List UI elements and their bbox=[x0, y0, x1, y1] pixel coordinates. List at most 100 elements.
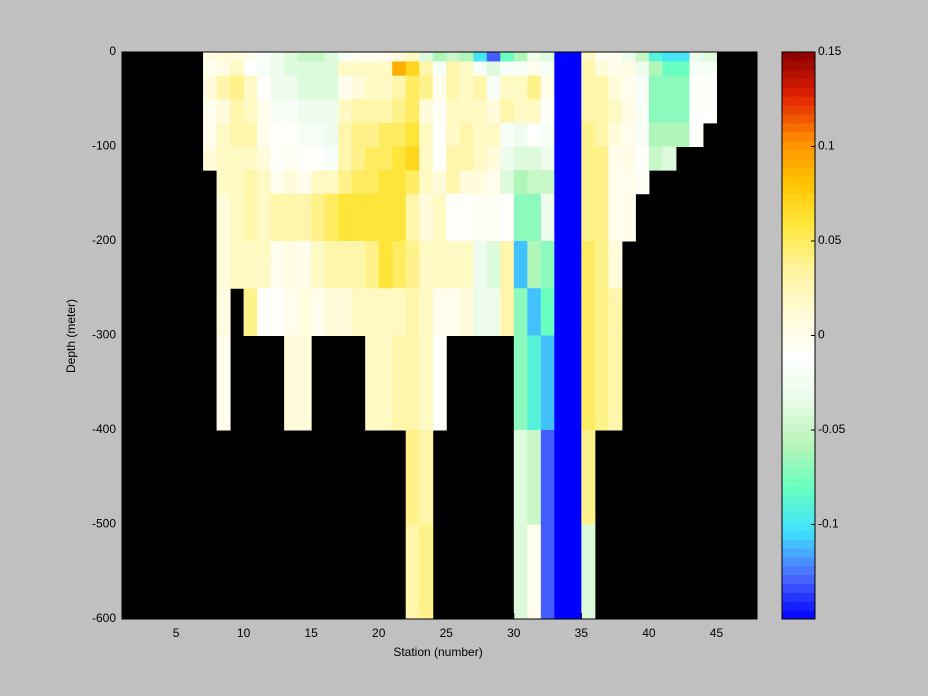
y-tick-label: 0 bbox=[109, 44, 116, 58]
heatmap-cell bbox=[500, 61, 515, 77]
heatmap-cell bbox=[378, 193, 393, 242]
heatmap-cell bbox=[338, 75, 353, 100]
heatmap-cell bbox=[581, 430, 596, 525]
heatmap-cell bbox=[216, 241, 231, 289]
colorbar-band bbox=[782, 282, 815, 292]
heatmap-cell bbox=[554, 524, 569, 620]
heatmap-cell bbox=[243, 288, 258, 336]
heatmap-cell bbox=[540, 52, 555, 62]
heatmap-cell bbox=[662, 52, 677, 62]
heatmap-cell bbox=[540, 430, 555, 525]
heatmap-cell bbox=[392, 241, 407, 289]
heatmap-cell bbox=[648, 99, 663, 124]
heatmap-cell bbox=[419, 241, 434, 289]
heatmap-cell bbox=[338, 61, 353, 77]
heatmap-cell bbox=[446, 193, 461, 242]
heatmap-cell bbox=[513, 61, 528, 77]
heatmap-cell bbox=[567, 335, 582, 431]
heatmap-cell bbox=[662, 146, 677, 171]
heatmap-cell bbox=[608, 75, 623, 100]
y-tick-label: -300 bbox=[92, 328, 116, 342]
heatmap-cell bbox=[270, 288, 285, 336]
heatmap-cell bbox=[284, 288, 299, 336]
heatmap-cell bbox=[459, 75, 474, 100]
heatmap-cell bbox=[500, 122, 515, 147]
heatmap-cell bbox=[594, 122, 609, 147]
heatmap-cell bbox=[311, 75, 326, 100]
heatmap-cell bbox=[608, 335, 623, 431]
heatmap-cell bbox=[675, 122, 690, 147]
heatmap-cell bbox=[500, 146, 515, 171]
heatmap-cell bbox=[419, 99, 434, 124]
heatmap-cell bbox=[540, 193, 555, 242]
heatmap-cell bbox=[621, 75, 636, 100]
heatmap-cell bbox=[392, 99, 407, 124]
plot-frame bbox=[121, 51, 758, 620]
heatmap-cell bbox=[378, 241, 393, 289]
colorbar-band bbox=[782, 424, 815, 434]
heatmap-cell bbox=[284, 146, 299, 171]
colorbar-band bbox=[782, 273, 815, 283]
heatmap-cell bbox=[203, 99, 218, 124]
colorbar-band bbox=[782, 494, 815, 505]
heatmap-cell bbox=[311, 52, 326, 62]
heatmap-cell bbox=[311, 288, 326, 336]
heatmap-cell bbox=[594, 193, 609, 242]
heatmap-cell bbox=[230, 75, 245, 100]
colorbar-band bbox=[782, 149, 815, 159]
heatmap-cell bbox=[594, 241, 609, 289]
heatmap-cell bbox=[486, 241, 501, 289]
heatmap-cell bbox=[581, 122, 596, 147]
heatmap-cell bbox=[473, 241, 488, 289]
heatmap-cell bbox=[554, 146, 569, 171]
heatmap-cell bbox=[311, 146, 326, 171]
heatmap-cell bbox=[270, 193, 285, 242]
heatmap-cell bbox=[378, 170, 393, 195]
heatmap-cell bbox=[257, 52, 272, 62]
heatmap-cell bbox=[365, 193, 380, 242]
heatmap-cell bbox=[594, 146, 609, 171]
heatmap-cell bbox=[608, 170, 623, 195]
colorbar-band bbox=[782, 317, 815, 328]
heatmap-cell bbox=[392, 75, 407, 100]
heatmap-cell bbox=[432, 61, 447, 77]
heatmap-cell bbox=[513, 122, 528, 147]
heatmap-cell bbox=[608, 193, 623, 242]
heatmap-cell bbox=[311, 99, 326, 124]
colorbar-band bbox=[782, 69, 815, 80]
heatmap-cell bbox=[527, 52, 542, 62]
heatmap-cell bbox=[324, 288, 339, 336]
heatmap-cell bbox=[405, 524, 420, 620]
colorbar-band bbox=[782, 379, 815, 390]
colorbar-band bbox=[782, 105, 815, 115]
heatmap-cell bbox=[581, 99, 596, 124]
heatmap-cell bbox=[284, 75, 299, 100]
heatmap-cell bbox=[581, 146, 596, 171]
heatmap-cell bbox=[203, 75, 218, 100]
colorbar-band bbox=[782, 335, 815, 345]
heatmap-cell bbox=[527, 170, 542, 195]
heatmap-cell bbox=[513, 99, 528, 124]
heatmap-cell bbox=[432, 99, 447, 124]
heatmap-cell bbox=[270, 99, 285, 124]
heatmap-cell bbox=[500, 241, 515, 289]
heatmap-cell bbox=[635, 61, 650, 77]
colorbar-band bbox=[782, 52, 815, 62]
heatmap-cell bbox=[230, 61, 245, 77]
heatmap-cell bbox=[513, 524, 528, 620]
heatmap-cell bbox=[365, 122, 380, 147]
heatmap-cell bbox=[203, 146, 218, 171]
heatmap-cell bbox=[365, 335, 380, 431]
heatmap-cell bbox=[324, 146, 339, 171]
heatmap-cell bbox=[675, 61, 690, 77]
heatmap-cell bbox=[243, 241, 258, 289]
colorbar-band bbox=[782, 291, 815, 301]
heatmap-cell bbox=[351, 146, 366, 171]
colorbar-tick-label: -0.1 bbox=[818, 517, 839, 531]
x-tick-label: 25 bbox=[440, 626, 454, 640]
heatmap-cell bbox=[621, 193, 636, 242]
colorbar-band bbox=[782, 388, 815, 399]
heatmap-cell bbox=[459, 99, 474, 124]
heatmap-cell bbox=[405, 146, 420, 171]
heatmap-cell bbox=[324, 61, 339, 77]
